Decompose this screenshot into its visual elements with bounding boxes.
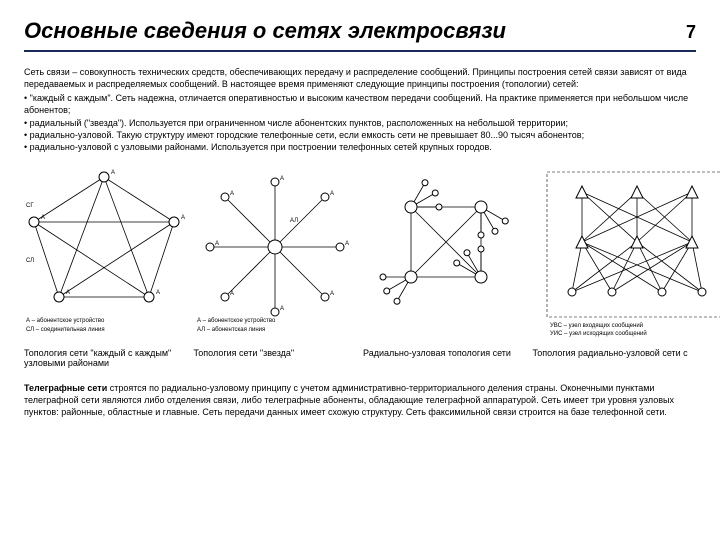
svg-text:А: А: [280, 176, 284, 182]
bottom-paragraph: Телеграфные сети строятся по радиально-у…: [24, 382, 696, 418]
diagram-hierarchical: УВС – узел входящих сообщенийУИС – узел …: [542, 167, 720, 342]
intro-paragraph: Сеть связи – совокупность технических ср…: [24, 66, 696, 90]
svg-text:А: А: [215, 241, 219, 247]
caption-3: Радиально-узловая топология сети: [363, 348, 527, 368]
bottom-rest: строятся по радиально-узловому принципу …: [24, 383, 674, 417]
caption-2: Топология сети "звезда": [194, 348, 358, 368]
svg-text:А: А: [230, 291, 234, 297]
bullet-list: • "каждый с каждым". Сеть надежна, отлич…: [24, 92, 696, 153]
svg-text:А: А: [330, 291, 334, 297]
svg-text:А: А: [345, 241, 349, 247]
page-header: Основные сведения о сетях электросвязи 7: [24, 18, 696, 52]
bullet-item: • радиальный ("звезда"). Используется пр…: [24, 117, 696, 129]
svg-text:СЛ: СЛ: [26, 258, 34, 264]
svg-text:А: А: [156, 290, 160, 296]
page-title: Основные сведения о сетях электросвязи: [24, 18, 506, 44]
page-number: 7: [686, 22, 696, 43]
bullet-item: • радиально-узловой с узловыми районами.…: [24, 141, 696, 153]
svg-text:А: А: [181, 215, 185, 221]
svg-text:А: А: [280, 306, 284, 312]
svg-text:УВС – узел входящих сообщений: УВС – узел входящих сообщений: [550, 322, 643, 329]
svg-text:А – абонентское устройство: А – абонентское устройство: [26, 317, 105, 324]
svg-text:УИС – узел исходящих сообщений: УИС – узел исходящих сообщений: [550, 330, 647, 337]
captions-row: Топология сети "каждый с каждым" узловым…: [24, 348, 696, 368]
svg-text:СГ: СГ: [26, 203, 34, 209]
svg-text:АЛ – абонентская линия: АЛ – абонентская линия: [197, 327, 265, 333]
caption-1: Топология сети "каждый с каждым" узловым…: [24, 348, 188, 368]
svg-text:А: А: [66, 290, 70, 296]
diagram-radial-nodal: [361, 167, 536, 342]
svg-text:А: А: [111, 170, 115, 176]
svg-text:А: А: [41, 215, 45, 221]
bullet-item: • радиально-узловой. Такую структуру име…: [24, 129, 696, 141]
svg-text:А: А: [230, 191, 234, 197]
svg-text:А – абонентское устройство: А – абонентское устройство: [197, 317, 276, 324]
diagram-mesh: А А А А А СГ СЛ А – абонентское устройство СЛ – …: [24, 167, 189, 342]
diagrams-row: А А А А А СГ СЛ А – абонентское устройство СЛ – …: [24, 167, 696, 342]
bottom-lead: Телеграфные сети: [24, 383, 107, 393]
svg-text:А: А: [330, 191, 334, 197]
diagram-star: А А А А А А А А АЛ А – абонентское устройство АЛ –…: [195, 167, 355, 342]
svg-text:АЛ: АЛ: [290, 218, 298, 224]
caption-4: Топология радиально-узловой сети с: [533, 348, 697, 368]
svg-text:СЛ – соединительная линия: СЛ – соединительная линия: [26, 327, 105, 333]
bullet-item: • "каждый с каждым". Сеть надежна, отлич…: [24, 92, 696, 116]
